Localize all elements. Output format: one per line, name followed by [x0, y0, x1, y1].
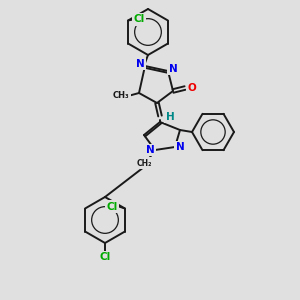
Text: CH₂: CH₂ [136, 158, 152, 167]
Text: Cl: Cl [134, 14, 145, 25]
Text: N: N [136, 59, 144, 69]
Text: CH₃: CH₃ [113, 92, 129, 100]
Text: Cl: Cl [99, 252, 111, 262]
Text: Cl: Cl [106, 202, 118, 212]
Text: O: O [188, 83, 196, 93]
Text: N: N [176, 142, 184, 152]
Text: N: N [146, 145, 154, 155]
Text: N: N [169, 64, 177, 74]
Text: H: H [166, 112, 174, 122]
